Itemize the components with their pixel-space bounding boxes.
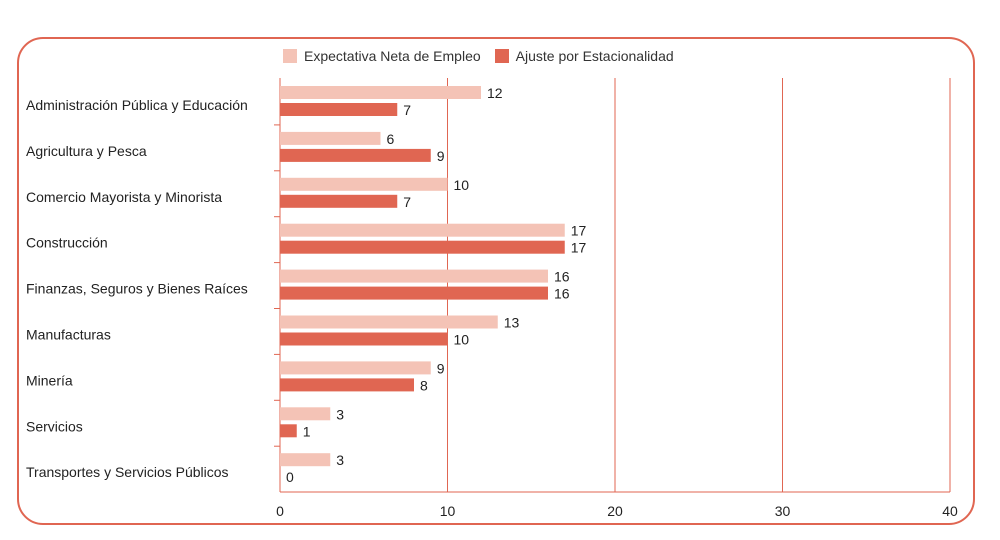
legend-item-ajuste: Ajuste por Estacionalidad	[494, 48, 674, 64]
value-label-expectativa: 3	[336, 452, 344, 468]
category-label: Transportes y Servicios Públicos	[26, 464, 229, 480]
value-label-ajuste: 8	[420, 377, 428, 393]
x-tick-label: 10	[440, 503, 456, 519]
category-label: Construcción	[26, 235, 108, 251]
bar-expectativa	[280, 177, 448, 191]
value-label-expectativa: 17	[571, 223, 587, 239]
x-tick-label: 30	[775, 503, 791, 519]
x-tick-label: 0	[276, 503, 284, 519]
value-label-expectativa: 16	[554, 269, 570, 285]
legend-swatch-ajuste	[494, 49, 509, 63]
value-label-ajuste: 16	[554, 286, 570, 302]
category-label: Servicios	[26, 418, 83, 434]
bar-ajuste	[280, 286, 548, 300]
bar-ajuste	[280, 240, 565, 254]
value-label-ajuste: 17	[571, 240, 587, 256]
bar-expectativa	[280, 86, 481, 99]
value-label-ajuste: 7	[403, 102, 411, 118]
bar-ajuste	[280, 148, 431, 162]
x-tick-label: 20	[607, 503, 623, 519]
category-label: Minería	[26, 372, 73, 388]
bar-expectativa	[280, 453, 331, 467]
bar-expectativa	[280, 269, 548, 283]
value-label-expectativa: 13	[504, 315, 520, 331]
legend: Expectativa Neta de Empleo Ajuste por Es…	[283, 45, 674, 67]
x-tick-label: 40	[942, 503, 958, 519]
value-label-expectativa: 6	[387, 131, 395, 147]
bar-expectativa	[280, 223, 565, 237]
category-label: Manufacturas	[26, 327, 111, 343]
category-label: Administración Pública y Educación	[26, 97, 248, 113]
bar-ajuste	[280, 194, 398, 208]
value-label-expectativa: 3	[336, 406, 344, 422]
bar-ajuste	[280, 424, 297, 438]
value-label-ajuste: 10	[454, 332, 470, 348]
legend-swatch-expectativa	[283, 49, 297, 63]
legend-label-ajuste: Ajuste por Estacionalidad	[515, 48, 674, 64]
legend-label-expectativa: Expectativa Neta de Empleo	[304, 48, 481, 64]
bar-ajuste	[280, 378, 414, 392]
category-label: Finanzas, Seguros y Bienes Raíces	[26, 281, 248, 297]
value-label-ajuste: 9	[437, 148, 445, 164]
bar-ajuste	[280, 103, 398, 116]
value-label-expectativa: 10	[454, 177, 470, 193]
value-label-ajuste: 0	[286, 469, 294, 485]
value-label-ajuste: 1	[303, 423, 311, 439]
value-label-expectativa: 12	[487, 85, 503, 101]
category-label: Agricultura y Pesca	[26, 143, 147, 159]
bar-expectativa	[280, 131, 381, 145]
bar-ajuste	[280, 332, 448, 346]
category-label: Comercio Mayorista y Minorista	[26, 189, 222, 205]
legend-item-expectativa: Expectativa Neta de Empleo	[283, 48, 481, 64]
value-label-ajuste: 7	[403, 194, 411, 210]
bar-expectativa	[280, 315, 498, 329]
bar-expectativa	[280, 407, 331, 421]
value-label-expectativa: 9	[437, 360, 445, 376]
bar-expectativa	[280, 361, 431, 375]
